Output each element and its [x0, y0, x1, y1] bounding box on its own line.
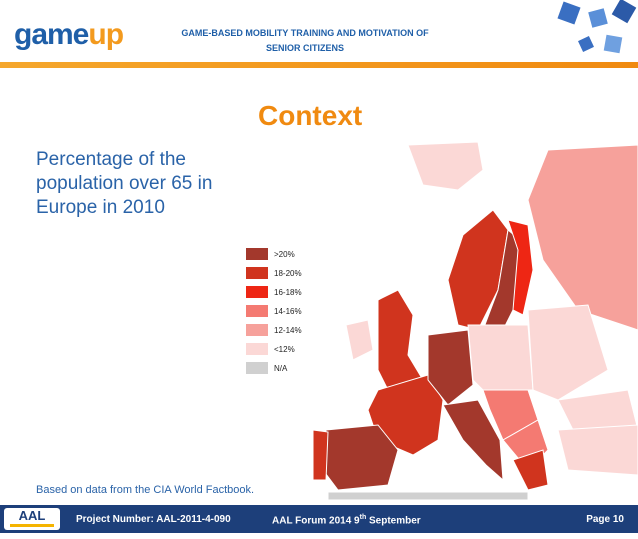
legend: >20% 18-20% 16-18% 14-16% 12-14% <12% N/A	[240, 244, 306, 382]
legend-swatch	[246, 362, 268, 374]
header-line: SENIOR CITIZENS	[265, 43, 344, 53]
slide-title: Context	[258, 100, 363, 131]
event-text: September	[366, 515, 421, 527]
legend-label: >20%	[274, 250, 295, 259]
header-line: GAME-BASED MOBILITY TRAINING AND MOTIVAT…	[181, 28, 429, 38]
legend-swatch	[246, 343, 268, 355]
legend-swatch	[246, 305, 268, 317]
event-sup: th	[359, 514, 367, 521]
legend-label: <12%	[274, 345, 295, 354]
event-text: AAL Forum 2014 9	[272, 515, 360, 527]
logo-text: AAL	[18, 508, 46, 523]
legend-swatch	[246, 286, 268, 298]
logo-text: game	[14, 18, 89, 51]
legend-swatch	[246, 324, 268, 336]
footer-bar	[0, 505, 638, 533]
logo: gameup	[14, 18, 124, 52]
legend-swatch	[246, 267, 268, 279]
header-title: GAME-BASED MOBILITY TRAINING AND MOTIVAT…	[150, 26, 460, 56]
text-line: Percentage of the	[36, 149, 186, 170]
text-line: population over 65 in	[36, 173, 213, 194]
text-line: Europe in 2010	[36, 197, 165, 218]
europe-map	[312, 141, 638, 500]
legend-label: 16-18%	[274, 288, 302, 297]
source-note: Based on data from the CIA World Factboo…	[36, 484, 255, 496]
legend-label: 12-14%	[274, 326, 302, 335]
page-number: Page 10	[586, 514, 624, 525]
legend-label: 18-20%	[274, 269, 302, 278]
event: AAL Forum 2014 9th September	[272, 514, 421, 526]
puzzle-pieces	[557, 0, 637, 54]
header-bar	[0, 62, 638, 68]
logo-text: up	[88, 18, 124, 51]
description: Percentage of the population over 65 in Eu…	[36, 148, 212, 220]
logo-underline	[10, 524, 54, 527]
legend-label: 14-16%	[274, 307, 302, 316]
footer-logo: AAL	[4, 508, 60, 530]
project-number: Project Number: AAL-2011-4-090	[76, 514, 231, 525]
legend-label: N/A	[274, 364, 288, 373]
legend-swatch	[246, 248, 268, 260]
